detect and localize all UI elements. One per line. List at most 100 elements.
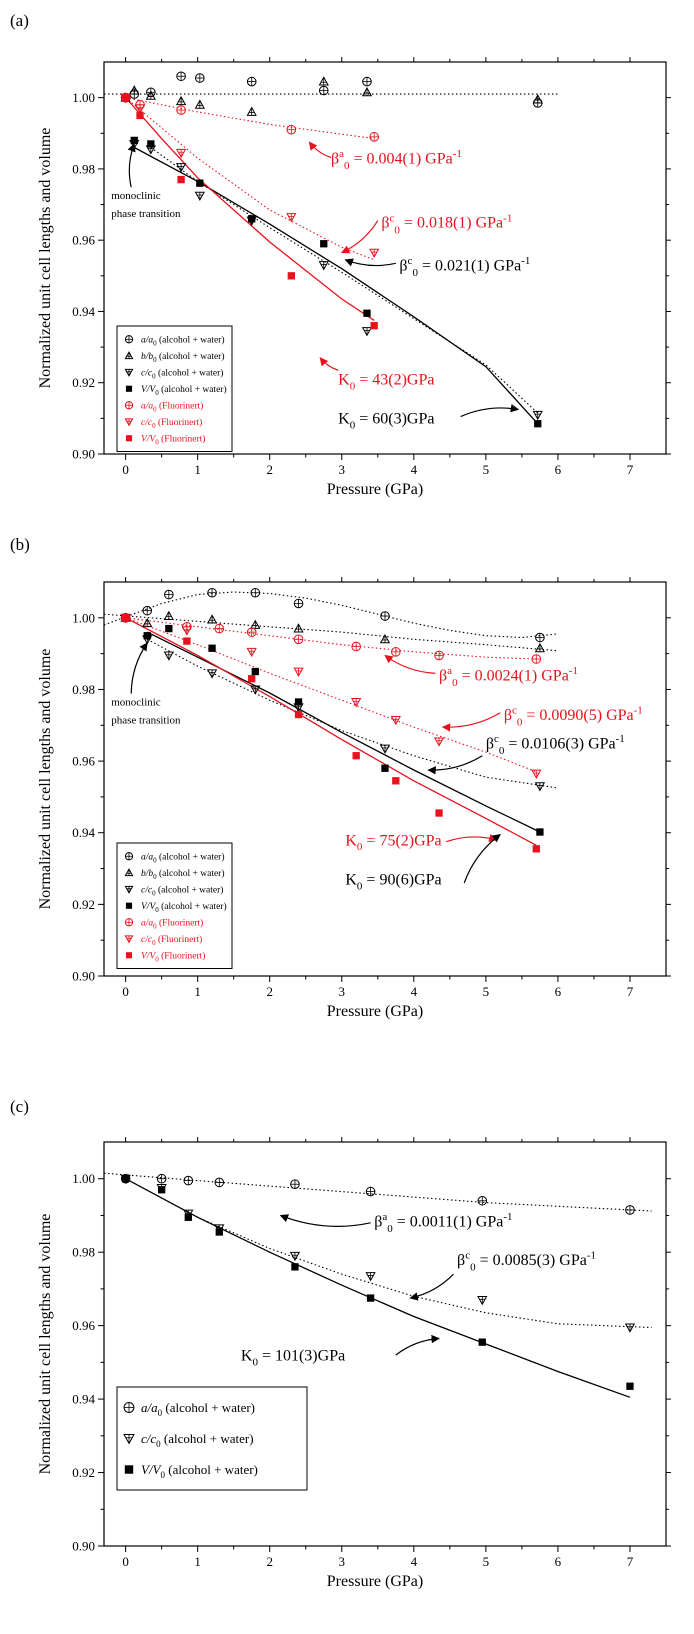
panel-label: (a) (10, 11, 29, 30)
annotation-4: βc0 = 0.021(1) GPa-1 (399, 255, 530, 279)
data-point-s6-4 (370, 322, 378, 330)
data-point-s1-2 (163, 610, 174, 620)
data-point-s1-3 (175, 95, 187, 106)
data-point-s6-5 (392, 777, 400, 785)
data-point-s0-2 (164, 589, 174, 600)
data-point-s0-7 (625, 1205, 635, 1215)
data-point-s6-4 (352, 752, 360, 760)
annotation-4: βc0 = 0.0106(3) GPa-1 (486, 733, 625, 757)
x-tick-label: 2 (266, 462, 273, 477)
x-tick-label: 7 (627, 1554, 634, 1569)
annotation-arrow-2 (308, 141, 332, 159)
data-point-s6-0 (121, 93, 130, 102)
legend-marker-6 (125, 435, 133, 442)
x-tick-label: 5 (483, 1554, 490, 1569)
data-point-s0-7 (535, 632, 545, 643)
x-tick-label: 7 (627, 984, 634, 999)
data-point-s2-7 (361, 327, 373, 337)
annotation-arrow-4 (344, 258, 396, 267)
data-point-s2-5 (366, 1294, 375, 1302)
data-point-s1-8 (532, 94, 543, 104)
annotation-1: βc0 = 0.0085(3) GPa-1 (457, 1250, 596, 1274)
data-point-s1-3 (206, 614, 218, 624)
fit-curve-6 (125, 617, 537, 846)
annotation-0: monoclinic (111, 697, 161, 709)
y-tick-label: 0.92 (72, 897, 95, 912)
legend-marker-0 (123, 1402, 135, 1413)
legend-label-1: b/b0 (alcohol + water) (141, 351, 225, 364)
data-point-s4-7 (434, 650, 444, 661)
data-point-s0-5 (365, 1186, 376, 1197)
data-point-s2-2 (184, 1213, 192, 1221)
fit-curve-2 (146, 638, 558, 789)
fit-curve-5 (125, 617, 537, 773)
legend-box (116, 1386, 308, 1491)
y-tick-label: 0.96 (72, 1318, 95, 1333)
data-point-s6-2 (177, 175, 185, 184)
data-point-s4-3 (246, 627, 257, 637)
legend-label-4: a/a0 (Fluorinert) (141, 401, 203, 414)
data-point-s2-4 (291, 1263, 299, 1271)
annotation-arrow-0 (130, 642, 148, 694)
data-point-s6-6 (435, 809, 443, 817)
fit-curve-1 (150, 147, 539, 414)
y-tick-label: 1.00 (72, 90, 95, 105)
annotation-0: βa0 = 0.0011(1) GPa-1 (374, 1211, 512, 1235)
legend-marker-1 (123, 1434, 135, 1445)
data-point-s0-6 (380, 611, 390, 621)
x-axis-label: Pressure (GPa) (327, 481, 423, 498)
data-point-s4-6 (391, 647, 401, 657)
data-point-s1-6 (477, 1295, 488, 1306)
data-point-s1-5 (365, 1272, 376, 1282)
legend-marker-0 (124, 335, 134, 344)
x-tick-label: 6 (555, 1554, 562, 1569)
plot-frame (103, 581, 667, 977)
legend: a/a0 (alcohol + water) b/b0 (alcohol + wa… (116, 325, 233, 452)
y-tick-label: 0.96 (72, 233, 95, 248)
data-point-s5-4 (369, 248, 380, 258)
data-point-s0-1 (142, 605, 153, 616)
annotation-1: phase transition (111, 208, 181, 220)
annotation-arrow-6 (460, 404, 520, 418)
fit-curve-5 (125, 97, 375, 321)
legend-label-3: V/V0 (alcohol + water) (141, 384, 227, 397)
legend-marker-2 (124, 1465, 134, 1474)
data-point-s1-5 (246, 106, 257, 116)
legend-label-4: a/a0 (Fluorinert) (141, 918, 203, 931)
data-point-s0-3 (176, 71, 186, 82)
data-point-s1-7 (361, 86, 373, 97)
annotation-arrow-5 (319, 357, 339, 371)
annotation-arrow-3 (441, 712, 501, 732)
data-point-s0-7 (362, 76, 372, 87)
legend-marker-5 (124, 418, 134, 427)
data-point-s3-6 (381, 764, 389, 772)
y-tick-label: 0.90 (72, 969, 95, 984)
data-point-s2-7 (626, 1382, 634, 1390)
y-tick-label: 0.94 (72, 825, 95, 840)
data-point-s5-2 (175, 148, 187, 159)
annotation-2: βa0 = 0.0024(1) GPa-1 (439, 665, 578, 689)
legend-label-6: V/V0 (Fluorinert) (141, 434, 205, 447)
data-point-s3-2 (165, 624, 173, 633)
data-point-s0-1 (156, 1173, 167, 1184)
y-tick-label: 0.94 (72, 1392, 95, 1407)
x-tick-label: 0 (122, 984, 129, 999)
data-point-s0-6 (477, 1195, 488, 1206)
x-tick-label: 1 (194, 1554, 201, 1569)
data-point-s3-1 (143, 632, 151, 640)
legend-marker-2 (124, 368, 134, 377)
x-tick-label: 3 (339, 1554, 346, 1569)
x-tick-label: 5 (483, 462, 490, 477)
data-point-s6-3 (294, 710, 303, 719)
x-tick-label: 4 (411, 984, 418, 999)
data-point-s0-4 (195, 73, 205, 83)
data-point-s0-4 (290, 1179, 300, 1190)
data-point-s1-4 (289, 1251, 301, 1262)
data-point-s0-2 (183, 1175, 194, 1186)
data-point-s4-4 (369, 132, 379, 142)
data-point-s0-4 (250, 587, 261, 598)
legend-marker-0 (124, 852, 134, 861)
annotation-arrow-3 (341, 220, 379, 254)
data-point-s2-3 (215, 1228, 223, 1236)
